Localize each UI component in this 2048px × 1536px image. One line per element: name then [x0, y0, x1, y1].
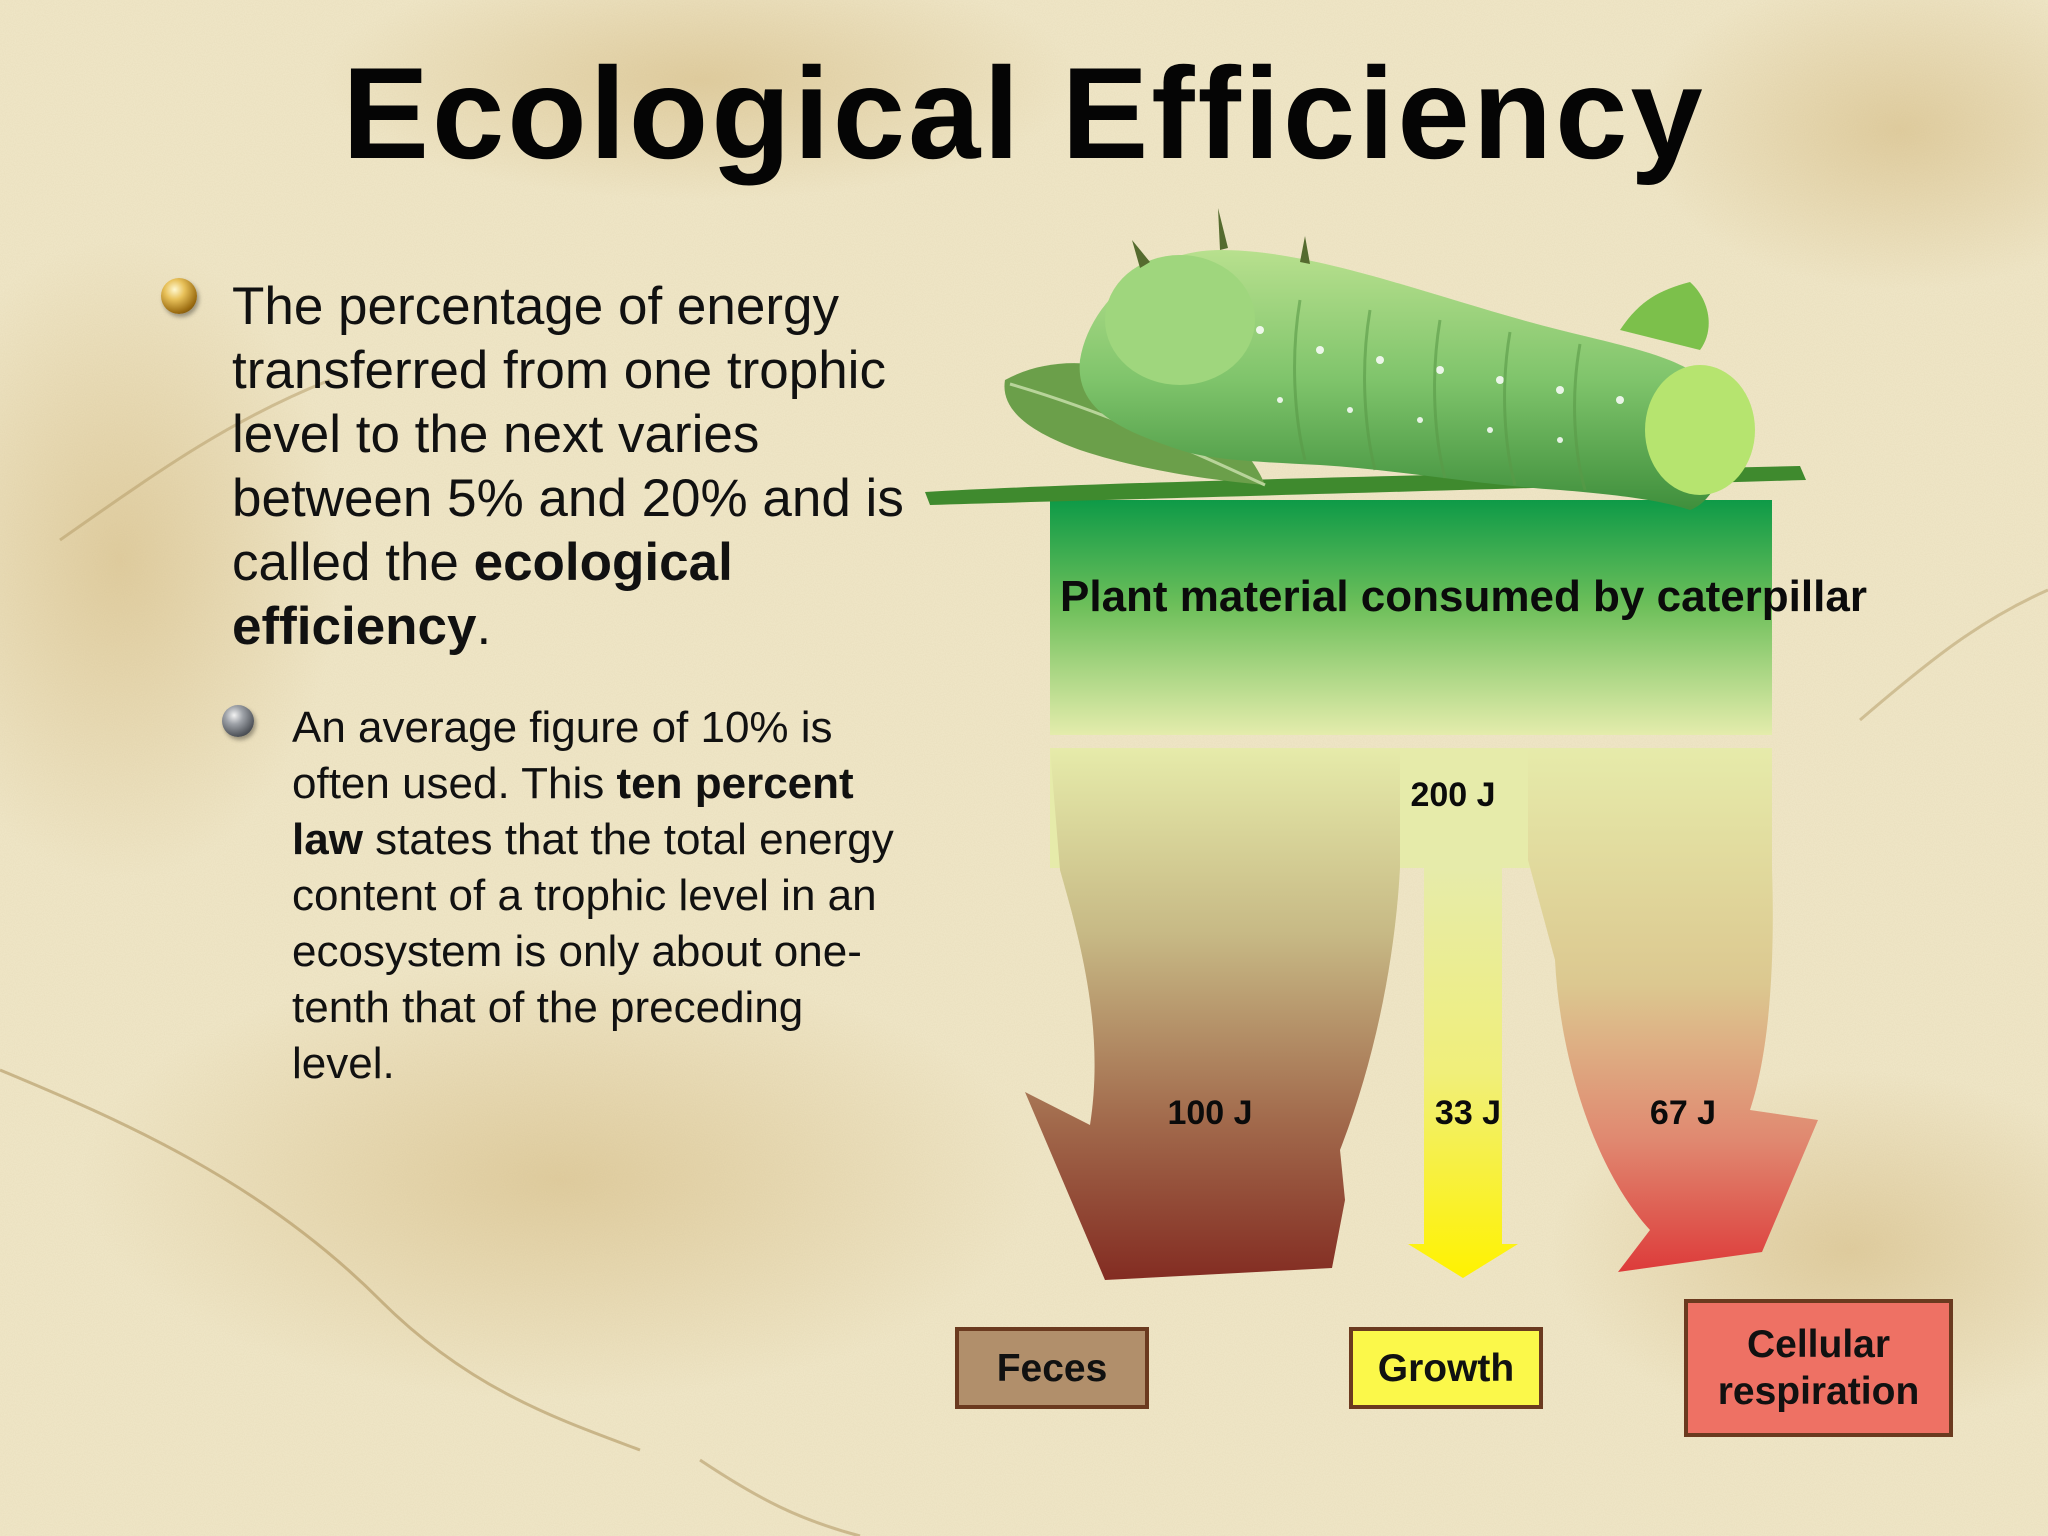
- growth-flow-arrow: [1408, 868, 1518, 1278]
- main-bullet-text: The percentage of energy transferred fro…: [232, 275, 912, 659]
- plant-material-label: Plant material consumed by caterpillar: [1060, 572, 1867, 621]
- ten-percent-law-term: ten percent law: [292, 759, 854, 864]
- main-bullet-text-part: The percentage of energy transferred fro…: [232, 277, 904, 592]
- bullet-gray-icon: [222, 705, 254, 737]
- sub-bullet-text-part-1: An average figure of 10% is often used. …: [292, 703, 833, 808]
- cellular-respiration-box: Cellular respiration: [1684, 1299, 1953, 1437]
- caterpillar-image: [1079, 208, 1755, 510]
- sub-bullet-text: An average figure of 10% is often used. …: [292, 700, 912, 1092]
- feces-flow-arrow: [1025, 748, 1400, 1280]
- main-bullet-period: .: [476, 597, 492, 656]
- growth-energy-label: 33 J: [1434, 1094, 1502, 1132]
- feces-energy-label: 100 J: [1167, 1094, 1253, 1132]
- feces-box: Feces: [955, 1327, 1149, 1409]
- respiration-energy-label: 67 J: [1649, 1094, 1717, 1132]
- respiration-flow-arrow: [1528, 748, 1818, 1272]
- bullet-gold-icon: [161, 278, 197, 314]
- growth-flow-stem-top: [1424, 840, 1502, 870]
- sub-bullet-text-part-2: states that the total energy content of …: [292, 815, 894, 1088]
- plant-material-box: [1050, 500, 1772, 735]
- growth-box: Growth: [1349, 1327, 1543, 1409]
- input-energy-label: 200 J: [1410, 776, 1496, 814]
- ecological-efficiency-term: ecological efficiency: [232, 533, 733, 656]
- slide-title: Ecological Efficiency: [342, 40, 1706, 186]
